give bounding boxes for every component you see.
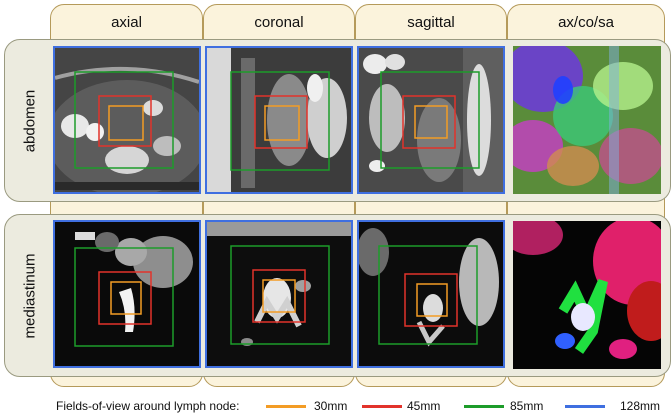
mediastinum-axial-image: [53, 220, 201, 368]
column-header-axial: axial: [111, 14, 142, 31]
legend-label-85mm: 85mm: [510, 399, 544, 413]
abdomen-coronal-image: [205, 46, 353, 194]
legend-swatch-30mm: [266, 405, 306, 408]
legend-swatch-85mm: [464, 405, 504, 408]
abdomen-axial-image: [53, 46, 201, 194]
column-header-composite: ax/co/sa: [558, 14, 614, 31]
abdomen-composite-image: [513, 46, 661, 194]
column-header-sagittal: sagittal: [407, 14, 455, 31]
legend-label-45mm: 45mm: [407, 399, 441, 413]
legend-caption: Fields-of-view around lymph node:: [56, 399, 240, 413]
mediastinum-composite-image: [513, 221, 661, 369]
column-header-coronal: coronal: [254, 14, 304, 31]
mediastinum-sagittal-image: [357, 220, 505, 368]
legend-label-30mm: 30mm: [314, 399, 348, 413]
row-label-abdomen: abdomen: [21, 89, 39, 153]
abdomen-sagittal-image: [357, 46, 505, 194]
legend-label-128mm: 128mm: [620, 399, 661, 413]
mediastinum-coronal-image: [205, 220, 353, 368]
legend-swatch-45mm: [362, 405, 402, 408]
legend-swatch-128mm: [565, 405, 605, 408]
row-label-mediastinum: mediastinum: [21, 253, 39, 339]
